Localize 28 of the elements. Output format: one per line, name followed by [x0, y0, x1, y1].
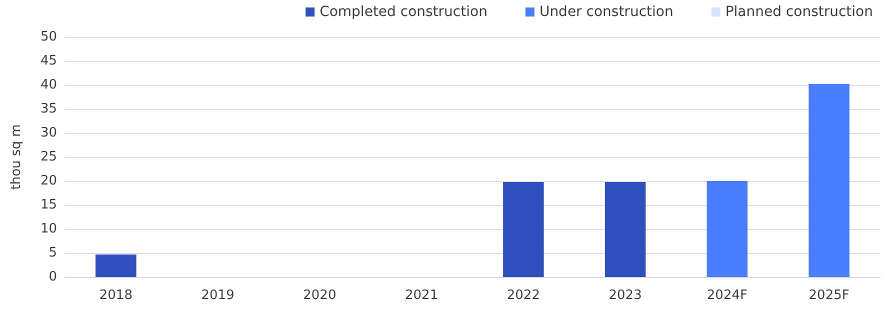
legend-label: Completed construction: [320, 4, 488, 20]
y-tick-label: 20: [40, 174, 57, 188]
x-tick-label: 2019: [201, 288, 234, 303]
x-tick-label: 2022: [506, 288, 540, 303]
y-tick-label: 50: [40, 30, 57, 44]
x-tick-label: 2024F: [706, 288, 748, 303]
y-tick-label: 40: [40, 78, 57, 92]
y-tick-label: 30: [40, 126, 57, 140]
y-tick-label: 5: [48, 246, 57, 260]
x-tick-label: 2025F: [808, 288, 850, 303]
x-tick-label: 2021: [405, 288, 438, 303]
y-tick-label: 15: [40, 198, 57, 212]
x-tick-label: 2023: [608, 288, 642, 303]
y-tick-label: 45: [40, 54, 57, 68]
bar: [604, 182, 646, 277]
bar: [706, 181, 748, 277]
bar: [96, 254, 136, 277]
bar: [503, 182, 544, 277]
y-tick-label: 0: [48, 270, 57, 284]
y-tick-label: 25: [40, 150, 57, 164]
bar: [808, 84, 850, 277]
y-tick-label: 10: [40, 222, 57, 236]
legend-label: Under construction: [539, 4, 674, 20]
x-tick-label: 2018: [99, 288, 132, 303]
legend-label: Planned construction: [725, 4, 873, 20]
y-tick-label: 35: [40, 102, 57, 116]
y-axis-title: thou sq m: [9, 124, 24, 190]
x-tick-label: 2020: [303, 288, 336, 303]
